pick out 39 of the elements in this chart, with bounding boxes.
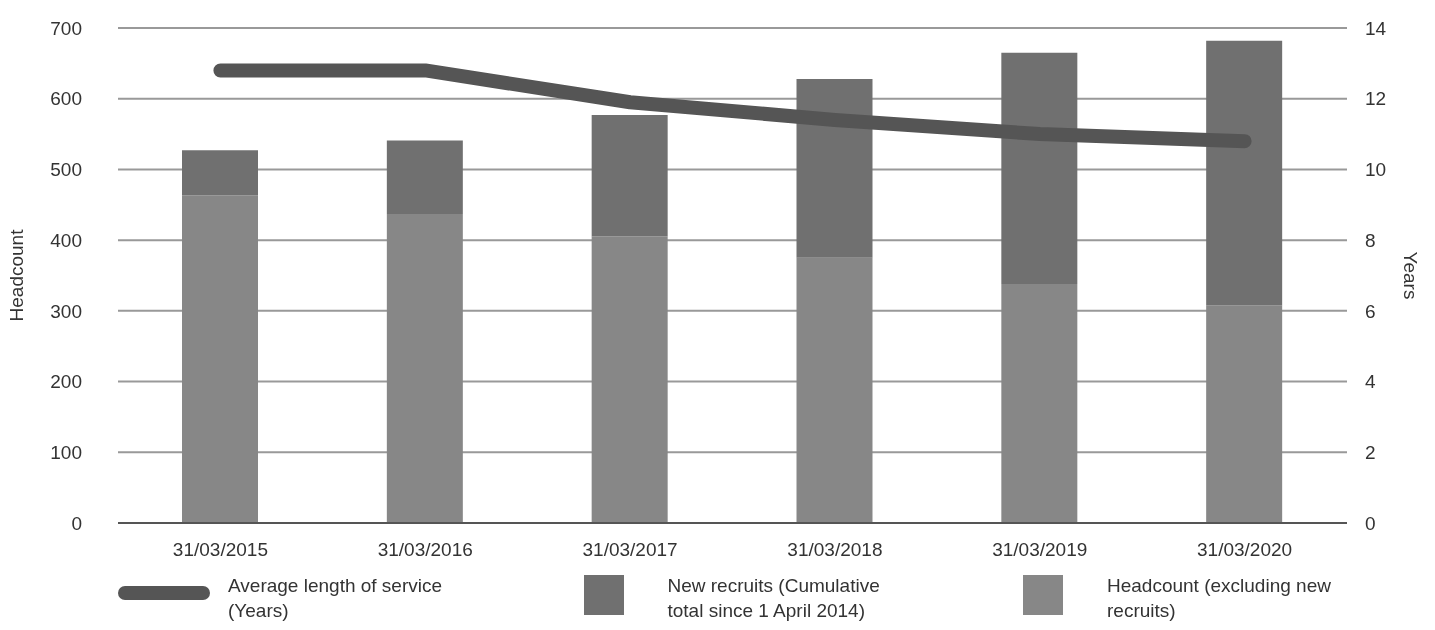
bar: [182, 195, 258, 523]
bar: [386, 140, 463, 214]
x-tick-label: 31/03/2016: [377, 539, 473, 561]
bar: [386, 213, 463, 523]
bar: [591, 114, 668, 237]
y-tick-label: 0: [71, 512, 82, 534]
bar: [1206, 40, 1283, 306]
bar: [796, 257, 873, 523]
bar: [591, 236, 668, 523]
y-tick-label: 400: [50, 229, 82, 251]
y2-tick-label: 8: [1365, 229, 1376, 251]
y2-tick-label: 12: [1365, 88, 1387, 110]
x-tick-label: 31/03/2015: [172, 539, 268, 561]
x-tick-label: 31/03/2019: [992, 539, 1088, 561]
x-tick-label: 31/03/2020: [1197, 539, 1293, 561]
y2-tick-label: 14: [1365, 17, 1387, 39]
y2-tick-label: 0: [1365, 512, 1376, 534]
y-tick-label: 600: [50, 88, 82, 110]
x-tick-label: 31/03/2017: [582, 539, 678, 561]
y2-tick-label: 4: [1365, 371, 1376, 393]
y-tick-label: 700: [50, 17, 82, 39]
y-tick-label: 200: [50, 371, 82, 393]
y-tick-label: 100: [50, 442, 82, 464]
y2-tick-label: 2: [1365, 442, 1376, 464]
x-tick-label: 31/03/2018: [787, 539, 883, 561]
y2-axis-title: Years: [1400, 251, 1422, 300]
legend-label: Average length of service (Years): [228, 574, 444, 623]
bar: [1001, 52, 1078, 284]
y-tick-label: 300: [50, 300, 82, 322]
bar: [182, 150, 258, 196]
legend-label: Headcount (excluding new recruits): [1107, 574, 1332, 623]
legend-label: New recruits (Cumulative total since 1 April 2014): [667, 574, 881, 623]
y-tick-label: 500: [50, 159, 82, 181]
bar: [796, 78, 873, 258]
bar: [1206, 305, 1283, 523]
y2-tick-label: 6: [1365, 300, 1376, 322]
bar: [1001, 283, 1078, 523]
y-axis-title: Headcount: [5, 228, 27, 322]
y2-tick-label: 10: [1365, 159, 1387, 181]
